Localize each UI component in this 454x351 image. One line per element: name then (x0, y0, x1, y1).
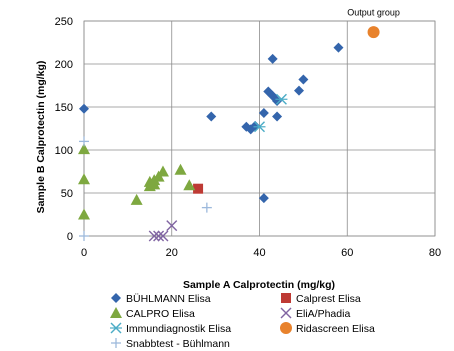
plot-area-border (83, 20, 436, 237)
data-point-series-2 (78, 208, 90, 220)
tick-labels: 0 50 100 150 200 250 0 20 40 60 80 (55, 16, 441, 259)
legend-marker-5 (280, 322, 292, 334)
data-point-series-0 (267, 53, 278, 64)
y-tick-label: 250 (55, 16, 73, 28)
data-point-series-3 (166, 220, 178, 232)
data-point-series-2 (130, 193, 143, 205)
x-tick-label: 20 (166, 247, 178, 259)
data-point-series-3 (157, 230, 169, 242)
data-point-series-5 (367, 26, 380, 39)
legend-entry-label: BÜHLMANN Elisa (126, 293, 211, 305)
y-axis-title: Sample B Calprotectin (mg/kg) (35, 61, 47, 214)
legend-marker-0 (111, 293, 121, 303)
legend-marker-6 (111, 338, 121, 348)
data-point-series-0 (272, 111, 283, 122)
data-point-series-0 (333, 42, 344, 53)
legend-entry-label: EliA/Phadia (296, 308, 350, 320)
data-point-series-4 (253, 121, 266, 133)
legend-entry-label: Calprest Elisa (296, 293, 361, 305)
y-tick-label: 200 (55, 59, 73, 71)
y-tick-label: 0 (67, 231, 73, 243)
data-point-series-2 (183, 179, 196, 191)
data-point-series-3 (148, 230, 160, 242)
x-axis-title: Sample A Calprotectin (mg/kg) (183, 279, 335, 291)
annotation-label: Output group (347, 7, 400, 17)
data-point-series-0 (298, 74, 309, 85)
data-point-series-0 (206, 111, 217, 122)
legend-entry-label: Snabbtest - Bühlmann (126, 338, 230, 350)
data-point-series-3 (153, 230, 165, 242)
data-point-series-2 (156, 165, 169, 177)
data-point-series-6 (79, 231, 89, 241)
data-point-series-0 (258, 108, 269, 119)
x-tick-label: 40 (253, 247, 265, 259)
data-point-series-0 (79, 103, 89, 114)
y-tick-label: 50 (61, 188, 73, 200)
data-point-series-2 (78, 143, 90, 155)
gridlines (83, 20, 436, 237)
legend-entry-label: Immundiagnostik Elisa (126, 323, 231, 335)
y-tick-label: 150 (55, 102, 73, 114)
data-point-series-4 (275, 93, 288, 105)
legend-entry-label: CALPRO Elisa (126, 308, 195, 320)
data-point-series-6 (201, 202, 212, 213)
data-point-series-0 (258, 193, 269, 204)
legend-entry-label: Ridascreen Elisa (296, 323, 375, 335)
data-points (78, 26, 380, 242)
data-point-series-2 (174, 163, 187, 175)
data-point-series-1 (193, 183, 204, 194)
legend-marker-2 (110, 307, 122, 318)
x-tick-label: 60 (341, 247, 353, 259)
data-point-series-2 (78, 173, 90, 185)
data-point-series-0 (272, 95, 283, 106)
x-tick-label: 0 (81, 247, 87, 259)
legend-marker-4 (110, 322, 122, 334)
data-point-series-0 (293, 85, 304, 96)
legend-marker-1 (281, 293, 291, 303)
y-tick-label: 100 (55, 145, 73, 157)
data-point-series-6 (79, 136, 89, 147)
legend: BÜHLMANN Elisa Calprest Elisa CALPRO Elisa… (110, 293, 375, 350)
x-tick-label: 80 (429, 247, 441, 259)
legend-marker-3 (280, 307, 292, 319)
